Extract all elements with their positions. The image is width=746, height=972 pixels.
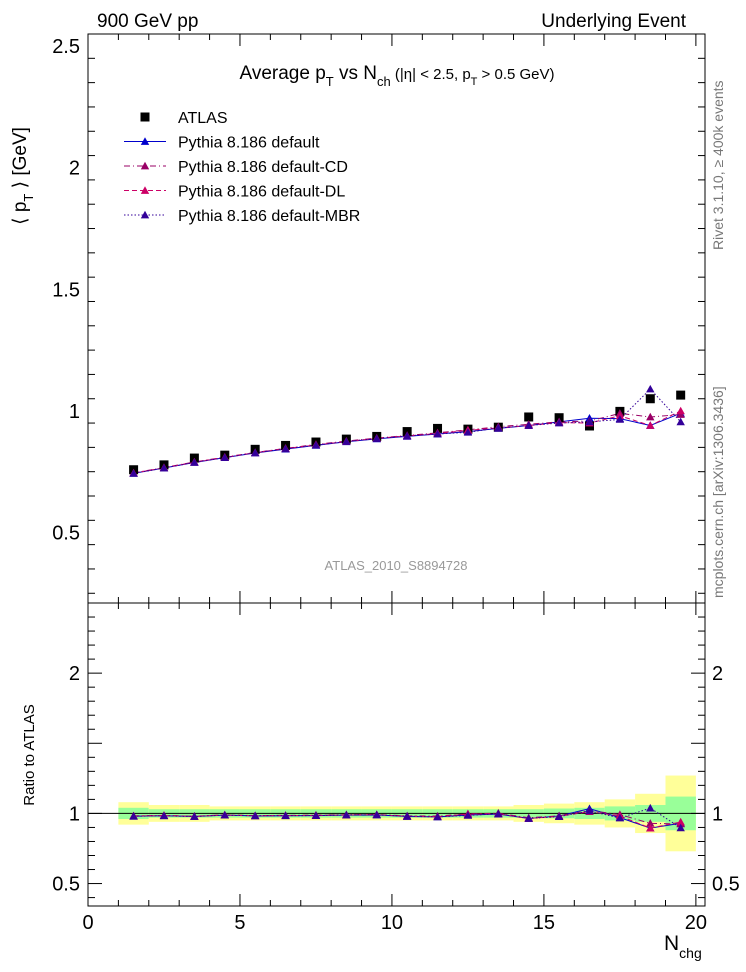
data-point-mc-4	[494, 423, 503, 432]
data-point-mc-2	[646, 412, 655, 421]
data-point-mc-4	[372, 434, 381, 442]
ratio-point-3	[220, 810, 229, 819]
x-tick-label: 15	[533, 912, 555, 934]
ratio-point-2	[676, 817, 685, 826]
ratio-point-3	[250, 811, 260, 820]
ratio-y-tick-label: 0.5	[52, 874, 80, 896]
main-y-tick-label: 2.5	[52, 36, 80, 58]
x-tick-label: 20	[685, 912, 707, 934]
ratio-point-3	[311, 811, 321, 819]
ratio-point-3	[372, 810, 381, 819]
main-y-tick-label: 0.5	[52, 522, 80, 544]
rivet-label: Rivet 3.1.10, ≥ 400k events	[710, 80, 726, 250]
ratio-point-3	[585, 806, 594, 815]
ratio-axis-ticks	[87, 603, 705, 906]
ratio-panel: 0.5 0.5 1 1 2 2 0 5 10 15 20 Ratio to ATLAS Nchg	[21, 602, 740, 961]
x-tick-label: 10	[381, 912, 403, 934]
ratio-y-tick-label-right: 1	[712, 803, 723, 825]
main-panel: 0.5 1 1.5 2 2.5 Average pT vs Nch (|η| < 2.5…	[10, 33, 706, 604]
data-point-atlas	[433, 423, 443, 433]
legend-marker-2	[140, 161, 150, 170]
legend-label-3: Pythia 8.186 default-DL	[178, 184, 345, 201]
ratio-point-3	[494, 809, 503, 818]
data-point-atlas	[645, 394, 655, 404]
data-point-atlas	[524, 412, 534, 422]
ratio-point-2	[646, 823, 655, 832]
ratio-point-3	[524, 814, 533, 822]
mcplots-label: mcplots.cern.ch [arXiv:1306.3436]	[710, 386, 726, 598]
data-point-mc-4	[433, 429, 442, 438]
ratio-point-3	[342, 810, 351, 819]
ratio-y-tick-label-right: 2	[712, 663, 723, 685]
main-y-label: ⟨ pT ⟩ [GeV]	[10, 127, 36, 225]
data-point-mc-3	[646, 421, 655, 429]
ratio-y-tick-label: 2	[69, 663, 80, 685]
ratio-point-3	[190, 812, 199, 820]
ratio-point-3	[159, 811, 169, 820]
data-point-mc-4	[463, 428, 473, 436]
ratio-point-3	[129, 812, 138, 820]
legend-marker-4	[140, 210, 150, 219]
legend-label-4: Pythia 8.186 default-MBR	[178, 208, 360, 225]
legend-marker-3	[140, 186, 150, 194]
ratio-y-tick-label: 1	[69, 803, 80, 825]
data-point-mc-4	[646, 384, 655, 393]
ratio-series-markers	[129, 803, 685, 832]
data-point-mc-4	[311, 440, 321, 449]
data-point-mc-4	[554, 418, 564, 427]
ratio-point-3	[554, 812, 564, 821]
data-point-mc-4	[676, 417, 685, 426]
main-y-tick-label: 1	[69, 401, 80, 423]
data-point-mc-4	[250, 448, 260, 457]
data-point-atlas	[676, 390, 686, 400]
x-tick-label: 0	[82, 912, 93, 934]
ratio-y-label: Ratio to ATLAS	[21, 704, 38, 805]
legend: ATLAS Pythia 8.186 default Pythia 8.186 de…	[124, 110, 360, 225]
ratio-point-3	[615, 813, 625, 822]
ratio-y-tick-label-right: 0.5	[712, 874, 740, 896]
header-left: 900 GeV pp	[97, 11, 198, 32]
main-title: Average pT vs Nch (|η| < 2.5, pT > 0.5 G…	[239, 63, 554, 89]
data-point-mc-4	[281, 444, 290, 453]
main-axis-ticks	[87, 34, 705, 603]
data-point-mc-4	[524, 421, 533, 429]
ratio-point-3	[281, 811, 290, 820]
data-point-mc-4	[402, 431, 412, 440]
ratio-point-3	[646, 803, 655, 812]
ratio-x-tick-labels: 0 5 10 15 20	[82, 912, 707, 934]
legend-label-2: Pythia 8.186 default-CD	[178, 159, 348, 176]
data-point-mc-3	[676, 406, 685, 415]
ratio-frame	[87, 602, 706, 907]
ratio-point-1	[646, 819, 655, 827]
legend-marker-1	[140, 137, 150, 145]
legend-label-1: Pythia 8.186 default	[178, 135, 320, 152]
data-point-mc-4	[129, 469, 138, 477]
main-y-tick-label: 1.5	[52, 279, 80, 301]
data-point-mc-4	[585, 417, 594, 426]
analysis-watermark: ATLAS_2010_S8894728	[325, 558, 468, 573]
ratio-point-3	[433, 812, 442, 821]
data-point-mc-4	[615, 415, 625, 423]
ratio-point-3	[676, 823, 685, 832]
main-y-tick-label: 2	[69, 158, 80, 180]
legend-label-0: ATLAS	[178, 110, 228, 127]
data-point-mc-4	[220, 453, 229, 461]
x-axis-label: Nchg	[664, 932, 702, 961]
main-series-markers	[129, 384, 686, 477]
data-point-mc-4	[159, 463, 169, 472]
data-point-mc-4	[190, 458, 199, 466]
main-y-tick-labels: 0.5 1 1.5 2 2.5	[52, 36, 80, 544]
legend-marker-atlas	[140, 112, 150, 122]
ratio-point-3	[463, 811, 473, 819]
data-point-mc-4	[342, 437, 351, 445]
ratio-point-3	[402, 812, 412, 820]
ratio-y-tick-labels: 0.5 0.5 1 1 2 2	[52, 663, 740, 895]
x-tick-label: 5	[234, 912, 245, 934]
header-right: Underlying Event	[541, 11, 686, 32]
